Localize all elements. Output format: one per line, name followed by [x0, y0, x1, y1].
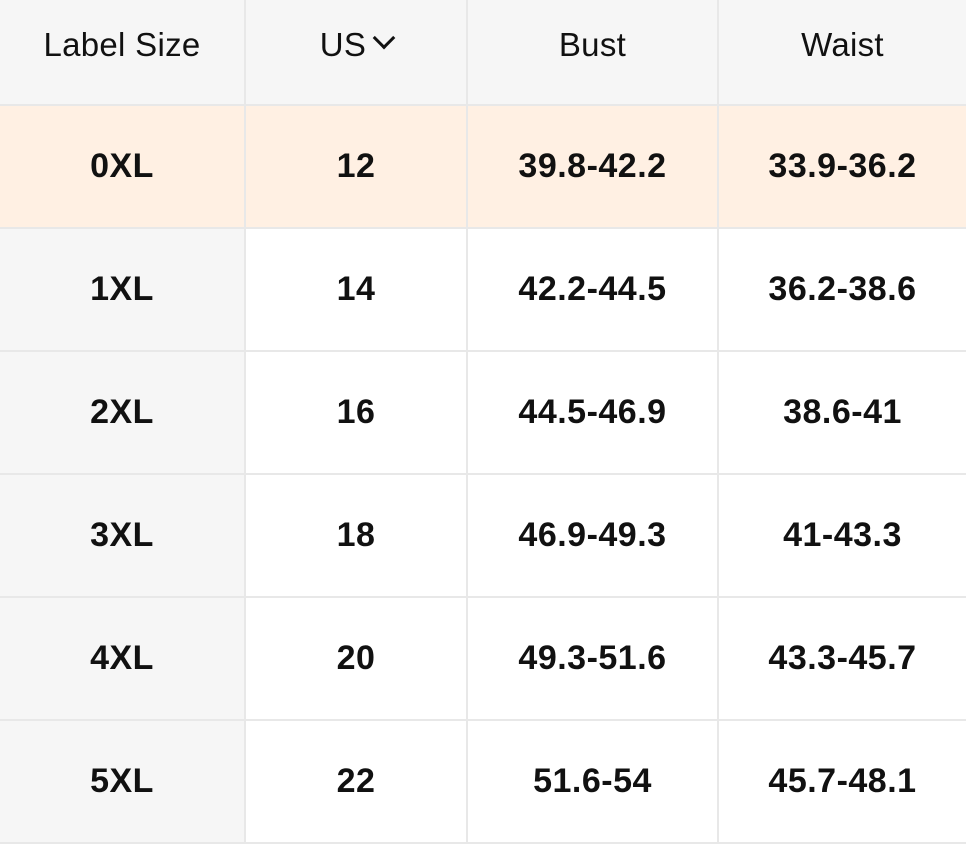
us-size-cell: 22	[245, 720, 468, 844]
us-size-cell: 14	[245, 228, 468, 352]
bust-cell: 49.3-51.6	[467, 597, 719, 721]
bust-cell: 46.9-49.3	[467, 474, 719, 598]
table-row[interactable]: 0XL 12 39.8-42.2 33.9-36.2	[0, 105, 966, 229]
header-label-size: Label Size	[0, 0, 246, 106]
table-row[interactable]: 3XL 18 46.9-49.3 41-43.3	[0, 474, 966, 598]
waist-cell: 45.7-48.1	[718, 720, 966, 844]
table-row[interactable]: 2XL 16 44.5-46.9 38.6-41	[0, 351, 966, 475]
bust-cell: 44.5-46.9	[467, 351, 719, 475]
bust-cell: 42.2-44.5	[467, 228, 719, 352]
us-size-cell: 12	[245, 105, 468, 229]
waist-cell: 33.9-36.2	[718, 105, 966, 229]
waist-cell: 41-43.3	[718, 474, 966, 598]
bust-cell: 51.6-54	[467, 720, 719, 844]
label-size-cell: 2XL	[0, 351, 246, 475]
header-row: Label Size US Bust Waist	[0, 0, 966, 106]
table-row[interactable]: 5XL 22 51.6-54 45.7-48.1	[0, 720, 966, 844]
us-size-cell: 20	[245, 597, 468, 721]
table-row[interactable]: 1XL 14 42.2-44.5 36.2-38.6	[0, 228, 966, 352]
chevron-down-icon	[372, 26, 396, 50]
us-size-cell: 16	[245, 351, 468, 475]
label-size-cell: 5XL	[0, 720, 246, 844]
waist-cell: 36.2-38.6	[718, 228, 966, 352]
label-size-cell: 3XL	[0, 474, 246, 598]
header-waist: Waist	[718, 0, 966, 106]
label-size-cell: 1XL	[0, 228, 246, 352]
bust-cell: 39.8-42.2	[467, 105, 719, 229]
waist-cell: 43.3-45.7	[718, 597, 966, 721]
waist-cell: 38.6-41	[718, 351, 966, 475]
us-size-cell: 18	[245, 474, 468, 598]
label-size-cell: 0XL	[0, 105, 246, 229]
header-bust: Bust	[467, 0, 719, 106]
header-us-dropdown[interactable]: US	[245, 0, 468, 106]
label-size-cell: 4XL	[0, 597, 246, 721]
table-row[interactable]: 4XL 20 49.3-51.6 43.3-45.7	[0, 597, 966, 721]
